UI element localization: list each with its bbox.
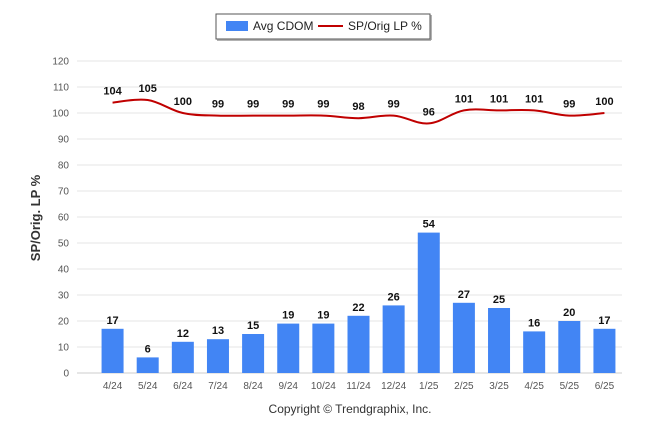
- x-tick-label: 7/24: [208, 381, 228, 392]
- y-tick-label: 40: [58, 265, 70, 276]
- x-tick-label: 10/24: [311, 381, 336, 392]
- bar: [558, 321, 581, 373]
- x-tick-label: 6/24: [173, 381, 193, 392]
- line-data-label: 99: [317, 99, 329, 111]
- bar: [277, 323, 300, 373]
- bar: [136, 357, 159, 373]
- bar-data-label: 19: [317, 310, 329, 322]
- line-data-label: 101: [455, 93, 473, 105]
- legend-swatch-bar: [226, 21, 248, 31]
- line-data-label: 99: [247, 99, 259, 111]
- bar: [417, 232, 440, 373]
- x-tick-label: 3/25: [489, 381, 509, 392]
- x-tick-label: 5/25: [560, 381, 580, 392]
- x-tick-label: 4/25: [524, 381, 544, 392]
- y-tick-label: 100: [52, 109, 69, 120]
- x-tick-label: 5/24: [138, 381, 158, 392]
- line-data-label: 101: [490, 93, 508, 105]
- line-data-label: 105: [139, 83, 157, 95]
- line-data-label: 100: [595, 96, 613, 108]
- bar: [452, 302, 475, 373]
- y-axis-label: SP/Orig. LP %: [28, 174, 43, 261]
- axis-ticks: 0 10 20 30 40 50 60 70 80 90 100 110 120 4/24 5/24 6/24…: [52, 57, 614, 393]
- x-tick-label: 4/24: [103, 381, 123, 392]
- bar-data-label: 54: [423, 219, 436, 231]
- y-tick-label: 50: [58, 239, 70, 250]
- line-path: [112, 98, 605, 125]
- bar-data-label: 13: [212, 325, 224, 337]
- grid: [77, 60, 622, 374]
- x-tick-label: 12/24: [381, 381, 406, 392]
- bar: [347, 315, 370, 373]
- y-tick-label: 10: [58, 343, 70, 354]
- y-tick-label: 90: [58, 135, 70, 146]
- legend-label-line: SP/Orig LP %: [348, 19, 422, 33]
- x-tick-label: 11/24: [346, 381, 371, 392]
- y-tick-label: 20: [58, 317, 70, 328]
- line-data-label: 96: [423, 106, 435, 118]
- bar-data-label: 17: [106, 315, 118, 327]
- y-tick-label: 0: [63, 369, 69, 380]
- line-data-label: 99: [388, 99, 400, 111]
- y-tick-label: 30: [58, 291, 70, 302]
- bar-data-label: 6: [145, 343, 151, 355]
- bar-data-label: 16: [528, 317, 540, 329]
- bar-data-label: 12: [177, 328, 189, 340]
- x-tick-label: 6/25: [595, 381, 615, 392]
- bar: [242, 334, 265, 373]
- bar-data-label: 27: [458, 289, 470, 301]
- x-tick-label: 8/24: [243, 381, 263, 392]
- line-data-label: 99: [282, 99, 294, 111]
- legend-label-bar: Avg CDOM: [253, 19, 313, 33]
- line-data-label: 98: [352, 101, 364, 113]
- bar: [488, 308, 511, 373]
- bar-data-label: 20: [563, 307, 575, 319]
- bar-data-label: 26: [388, 291, 400, 303]
- y-tick-label: 110: [53, 83, 69, 94]
- y-tick-label: 70: [58, 187, 70, 198]
- copyright-credit: Copyright © Trendgraphix, Inc.: [269, 402, 432, 416]
- bar-data-label: 25: [493, 294, 505, 306]
- line-series: [112, 98, 605, 125]
- bar-data-label: 19: [282, 310, 294, 322]
- line-data-label: 100: [174, 96, 192, 108]
- bar: [101, 328, 124, 373]
- bar-data-label: 17: [598, 315, 610, 327]
- y-tick-label: 120: [52, 57, 69, 68]
- bar: [523, 331, 546, 373]
- line-data-label: 104: [103, 86, 122, 98]
- bar: [593, 328, 616, 373]
- x-tick-label: 1/25: [419, 381, 439, 392]
- bar: [312, 323, 335, 373]
- bar: [382, 305, 405, 373]
- bar-data-label: 22: [352, 302, 364, 314]
- legend: Avg CDOM SP/Orig LP %: [215, 13, 432, 41]
- y-tick-label: 60: [58, 213, 70, 224]
- line-data-label: 101: [525, 93, 543, 105]
- bar-data-label: 15: [247, 320, 259, 332]
- x-tick-label: 9/24: [278, 381, 298, 392]
- data-labels: 17 6 12 13 15 19 19 22 26 54 27 25 16 20 17 104 105 100 99…: [103, 83, 613, 355]
- bar: [206, 339, 229, 373]
- x-tick-label: 2/25: [454, 381, 474, 392]
- line-data-label: 99: [212, 99, 224, 111]
- y-tick-label: 80: [58, 161, 70, 172]
- bar: [171, 341, 194, 373]
- line-data-label: 99: [563, 99, 575, 111]
- bars: [101, 232, 616, 373]
